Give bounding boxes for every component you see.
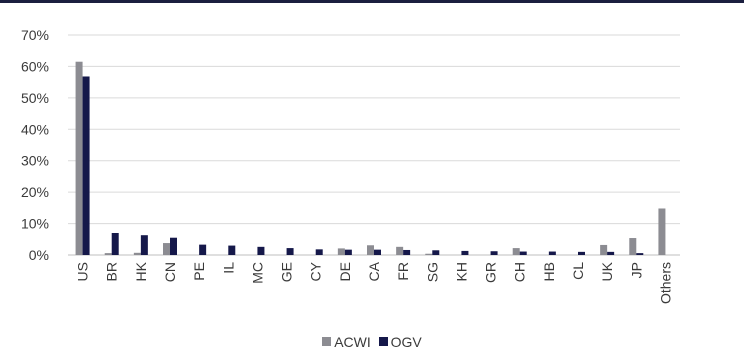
x-tick-label: GE bbox=[279, 262, 295, 282]
legend: ACWI OGV bbox=[0, 333, 744, 350]
bar-chart: 0% 10% 20% 30% 40% 50% 60% 70% US BR HK CN PE IL MC GE… bbox=[21, 27, 680, 304]
bar-acwi-us bbox=[75, 61, 83, 255]
x-tick-label: FR bbox=[395, 262, 411, 281]
bar-ogv-de bbox=[344, 249, 352, 255]
x-tick-label: GR bbox=[483, 262, 499, 283]
x-axis-ticks: US BR HK CN PE IL MC GE CY DE CA FR SG KH GR CH HB CL UK JP… bbox=[75, 261, 674, 304]
bar-ogv-ca bbox=[374, 249, 381, 255]
x-tick-label: UK bbox=[599, 261, 615, 281]
y-tick-label: 0% bbox=[29, 247, 49, 263]
x-tick-label: PE bbox=[191, 262, 207, 281]
bar-ogv-mc bbox=[257, 246, 265, 255]
bar-acwi-cn bbox=[163, 243, 170, 255]
bar-ogv-sg bbox=[432, 250, 440, 255]
x-tick-label: CH bbox=[512, 262, 528, 282]
legend-label-acwi: ACWI bbox=[334, 333, 371, 350]
x-tick-label: MC bbox=[249, 262, 265, 284]
x-tick-label: SG bbox=[424, 262, 440, 282]
x-tick-label: BR bbox=[104, 262, 120, 281]
x-tick-label: HK bbox=[133, 261, 149, 281]
gridlines bbox=[68, 34, 680, 256]
legend-swatch-ogv bbox=[378, 337, 388, 346]
bar-acwi-ca bbox=[367, 245, 374, 255]
legend-label-ogv: OGV bbox=[390, 333, 422, 350]
y-tick-label: 20% bbox=[21, 184, 49, 200]
y-tick-label: 40% bbox=[21, 121, 49, 137]
x-tick-label: US bbox=[75, 262, 91, 281]
bar-ogv-gr bbox=[490, 251, 498, 255]
y-tick-label: 60% bbox=[21, 58, 49, 74]
bar-ogv-cy bbox=[315, 249, 323, 255]
legend-item-acwi: ACWI bbox=[322, 334, 371, 350]
bar-ogv-ge bbox=[286, 248, 294, 255]
bar-acwi-uk bbox=[600, 244, 608, 255]
bar-ogv-jp bbox=[636, 253, 644, 255]
y-axis-ticks: 0% 10% 20% 30% 40% 50% 60% 70% bbox=[21, 27, 49, 263]
x-tick-label: Others bbox=[657, 262, 673, 304]
bar-acwi-hk bbox=[133, 252, 141, 255]
x-tick-label: CL bbox=[570, 262, 586, 280]
bar-ogv-pe bbox=[199, 244, 207, 255]
x-tick-label: CY bbox=[308, 261, 324, 281]
x-tick-label: CN bbox=[162, 262, 178, 282]
x-tick-label: DE bbox=[337, 262, 353, 281]
bar-acwi-br bbox=[104, 253, 112, 255]
y-tick-label: 70% bbox=[21, 27, 49, 43]
bar-acwi-fr bbox=[396, 246, 404, 255]
bar-ogv-hb bbox=[548, 251, 556, 255]
bar-ogv-il bbox=[228, 245, 236, 255]
bar-acwi-others bbox=[658, 208, 666, 255]
bar-ogv-cn bbox=[170, 237, 177, 255]
bar-ogv-ch bbox=[519, 251, 527, 255]
x-tick-label: KH bbox=[453, 262, 469, 281]
y-tick-label: 50% bbox=[21, 90, 49, 106]
bar-ogv-fr bbox=[403, 249, 411, 255]
legend-swatch-acwi bbox=[322, 337, 332, 346]
y-tick-label: 10% bbox=[21, 216, 49, 232]
bar-acwi-de bbox=[337, 248, 345, 255]
bar-ogv-br bbox=[111, 233, 119, 255]
x-tick-label: HB bbox=[541, 262, 557, 281]
x-tick-label: JP bbox=[628, 262, 644, 278]
bar-acwi-sg bbox=[425, 253, 433, 255]
bar-acwi-jp bbox=[629, 238, 637, 255]
bars bbox=[75, 61, 666, 255]
x-tick-label: IL bbox=[220, 262, 236, 274]
top-rule bbox=[0, 0, 744, 3]
legend-item-ogv: OGV bbox=[378, 333, 422, 350]
x-tick-label: CA bbox=[366, 261, 382, 281]
y-tick-label: 30% bbox=[21, 153, 49, 169]
bar-ogv-us bbox=[82, 76, 90, 255]
bar-ogv-hk bbox=[140, 235, 148, 255]
bar-ogv-cl bbox=[578, 251, 585, 255]
bar-ogv-kh bbox=[461, 250, 469, 255]
bar-ogv-uk bbox=[607, 251, 615, 255]
bar-acwi-ch bbox=[512, 248, 520, 255]
